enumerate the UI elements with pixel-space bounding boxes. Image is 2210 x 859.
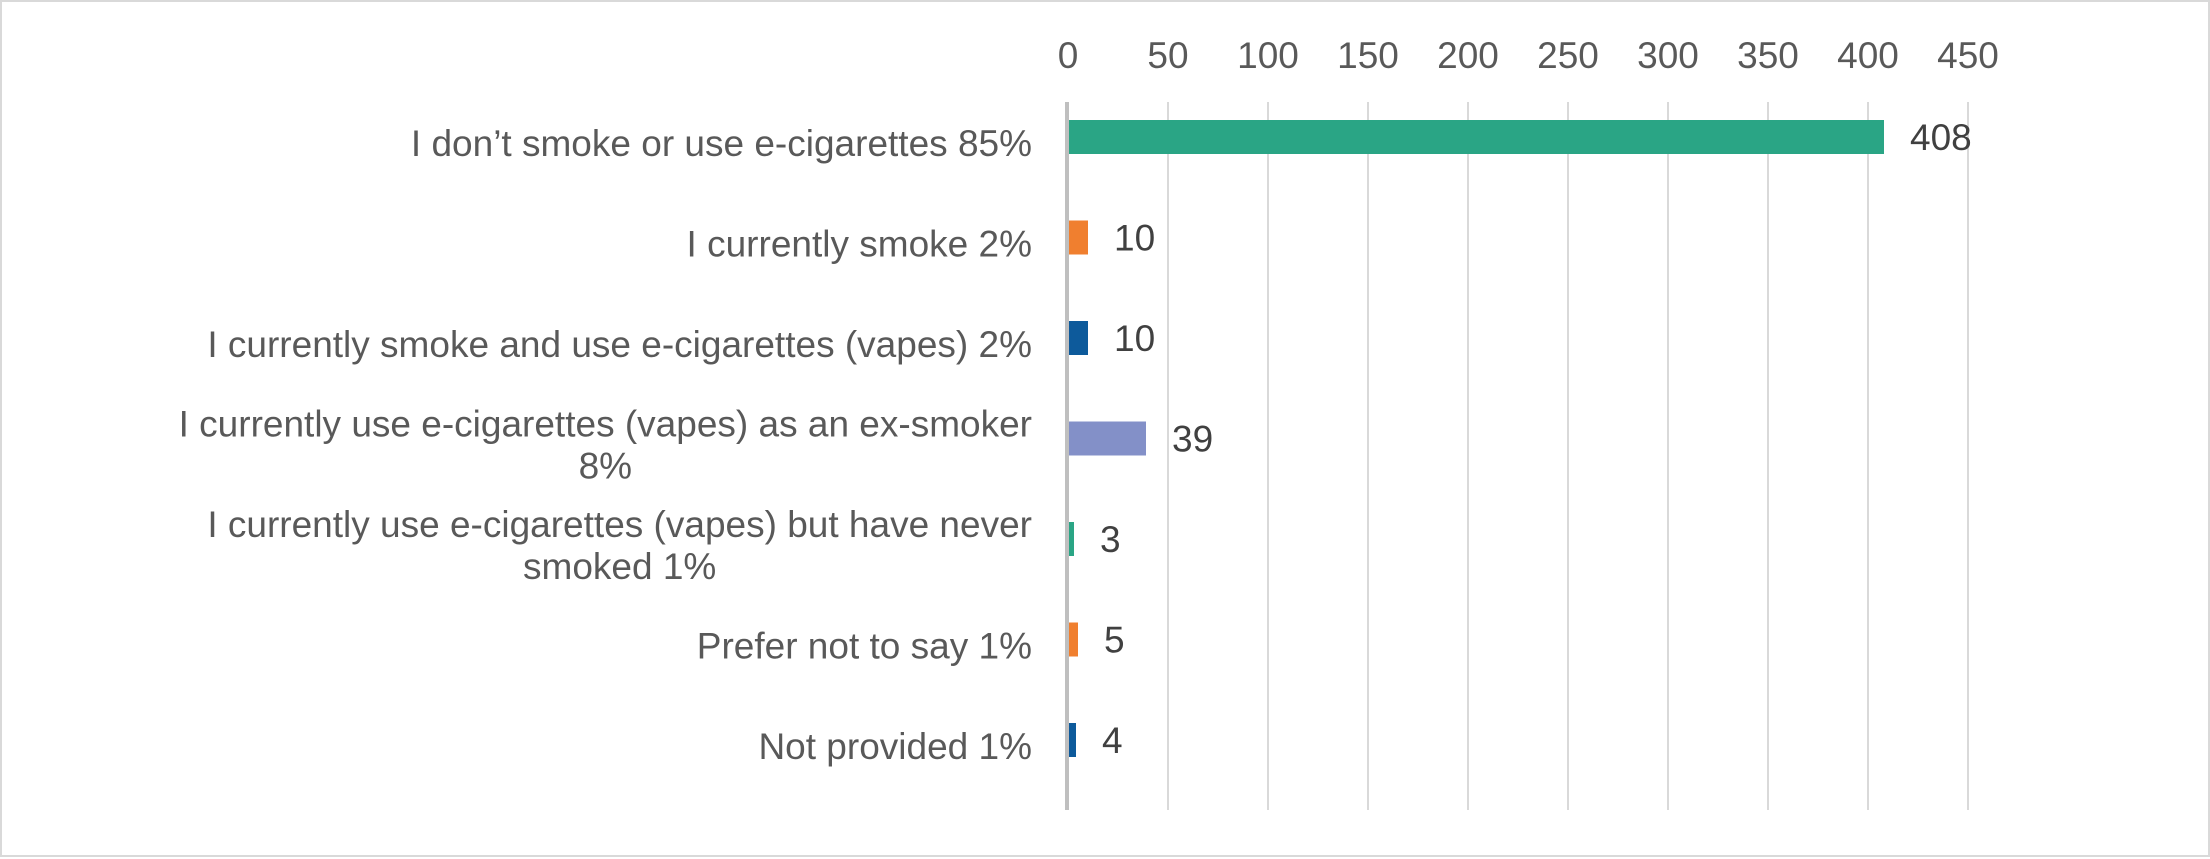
x-tick-label: 0	[1058, 35, 1079, 76]
category-label: Prefer not to say 1%	[697, 626, 1032, 667]
bar	[1068, 622, 1078, 657]
category-label: 8%	[579, 446, 632, 487]
category-label: I currently use e-cigarettes (vapes) but…	[207, 504, 1032, 545]
x-tick-label: 150	[1337, 35, 1399, 76]
bars	[1068, 120, 1884, 757]
data-label: 4	[1102, 720, 1123, 761]
data-label: 39	[1172, 419, 1213, 460]
x-tick-label: 100	[1237, 35, 1299, 76]
bar	[1068, 120, 1884, 154]
x-tick-label: 50	[1147, 35, 1188, 76]
category-label: I currently smoke and use e-cigarettes (…	[207, 324, 1032, 365]
category-label: I don’t smoke or use e-cigarettes 85%	[411, 123, 1032, 164]
category-label: I currently smoke 2%	[687, 224, 1032, 265]
data-label: 3	[1100, 519, 1121, 560]
x-tick-label: 250	[1537, 35, 1599, 76]
bar	[1068, 421, 1146, 456]
x-tick-label: 300	[1637, 35, 1699, 76]
bar	[1068, 522, 1074, 556]
x-tick-label: 200	[1437, 35, 1499, 76]
category-label: Not provided 1%	[758, 726, 1032, 767]
gridlines	[1167, 102, 1969, 810]
bar	[1068, 220, 1088, 255]
data-labels: 408 10 10 39 3 5 4	[1100, 117, 1972, 761]
bar	[1068, 321, 1088, 355]
category-label: smoked 1%	[523, 546, 716, 587]
category-labels: I don’t smoke or use e-cigarettes 85% I c…	[179, 123, 1032, 767]
bar	[1068, 723, 1076, 757]
x-axis-tick-labels: 0 50 100 150 200 250 300 350 400 450	[1058, 35, 1999, 76]
data-label: 10	[1114, 318, 1155, 359]
x-tick-label: 400	[1837, 35, 1899, 76]
data-label: 10	[1114, 218, 1155, 259]
data-label: 5	[1104, 620, 1125, 661]
category-label: I currently use e-cigarettes (vapes) as …	[179, 404, 1032, 445]
x-tick-label: 350	[1737, 35, 1799, 76]
data-label: 408	[1910, 117, 1972, 158]
x-tick-label: 450	[1937, 35, 1999, 76]
